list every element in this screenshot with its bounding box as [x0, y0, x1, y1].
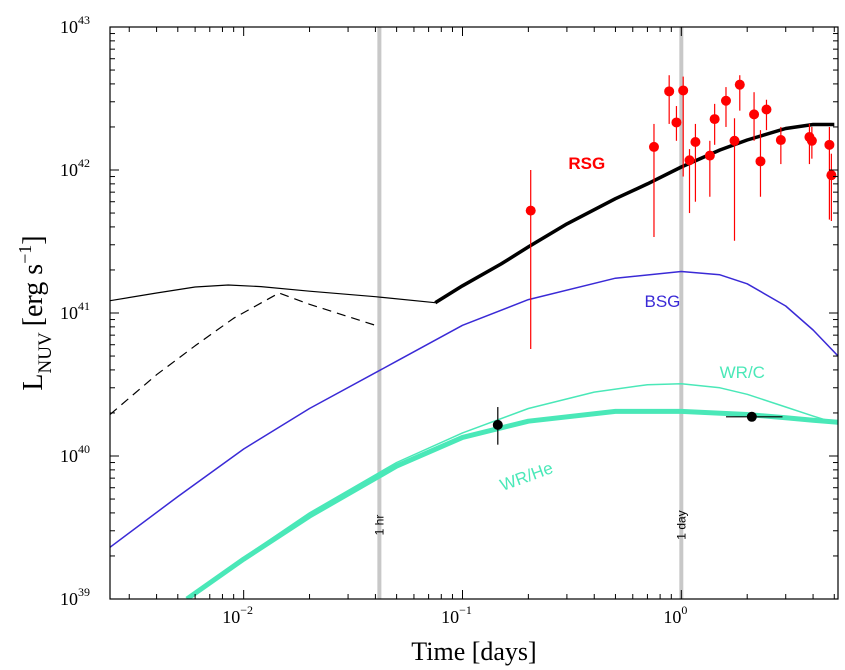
x-tick-label: 10−1	[441, 603, 472, 627]
red-marker	[755, 156, 766, 167]
red-marker	[704, 150, 715, 161]
series-layer	[110, 122, 838, 599]
red-marker	[824, 139, 835, 150]
red-data-point	[720, 87, 731, 127]
series-line-wr-c	[186, 383, 838, 599]
y-axis-title-unit-close: ]	[18, 235, 49, 244]
red-marker	[761, 104, 772, 115]
red-data-point	[749, 92, 760, 141]
red-data-point	[678, 76, 689, 177]
y-axis-title-unit-exp: −1	[15, 245, 35, 264]
marker-label-1-day: 1 day	[674, 510, 688, 539]
black-marker	[492, 419, 503, 430]
axis-ticks: 10−2 10−1 100 1039 1040 1041 1042 1043	[60, 13, 838, 627]
red-data-point	[709, 103, 720, 145]
red-data-point	[704, 140, 715, 197]
series-line-rsg	[434, 122, 835, 305]
y-tick-label: 1041	[60, 299, 90, 323]
red-marker	[806, 135, 817, 146]
curve-label-wr-c: WR/C	[720, 363, 765, 382]
curve-label-rsg: RSG	[568, 154, 605, 173]
y-axis-title: LNUV [erg s−1]	[15, 235, 56, 390]
y-axis-title-unit: [erg s	[18, 264, 49, 326]
y-tick-label: 1040	[60, 442, 90, 466]
red-data-point	[664, 75, 675, 124]
red-marker	[684, 155, 695, 166]
series-line-bsg	[110, 270, 838, 548]
data-points-layer	[492, 75, 837, 445]
red-marker	[720, 95, 731, 106]
red-marker	[729, 135, 740, 146]
red-data-point	[761, 99, 772, 131]
red-marker	[826, 170, 837, 181]
red-data-point	[806, 126, 817, 159]
red-data-point	[690, 123, 701, 202]
red-marker	[664, 86, 675, 97]
red-marker	[734, 79, 745, 90]
red-data-point	[729, 118, 740, 241]
curve-label-bsg: BSG	[645, 292, 681, 311]
marker-label-1-hr: 1 hr	[372, 515, 386, 536]
red-marker	[709, 114, 720, 125]
red-marker	[690, 136, 701, 147]
x-axis-title: Time [days]	[411, 637, 536, 666]
y-axis-title-sub: NUV	[35, 332, 56, 373]
black-marker	[746, 411, 757, 422]
black-data-point	[492, 407, 503, 445]
plot-area	[110, 27, 838, 599]
red-data-point	[525, 170, 536, 350]
red-marker	[749, 109, 760, 120]
red-data-point	[671, 106, 682, 141]
red-data-point	[775, 126, 786, 165]
red-data-point	[684, 149, 695, 214]
red-marker	[648, 141, 659, 152]
red-marker	[775, 135, 786, 146]
series-line-unlabeled-2	[110, 292, 376, 415]
y-tick-label: 1043	[60, 13, 90, 37]
y-tick-label: 1039	[60, 585, 90, 609]
y-axis-title-main: L	[18, 374, 49, 391]
red-marker	[671, 117, 682, 128]
red-data-point	[755, 130, 766, 197]
black-data-point	[725, 411, 783, 422]
red-data-point	[734, 75, 745, 111]
red-marker	[678, 85, 689, 96]
red-marker	[525, 205, 536, 216]
red-data-point	[826, 153, 837, 221]
x-tick-label: 100	[663, 603, 687, 627]
x-tick-label: 10−2	[222, 603, 253, 627]
y-tick-label: 1042	[60, 156, 90, 180]
series-line-unlabeled-1	[110, 284, 436, 304]
series-line-wr-he	[185, 408, 838, 599]
red-data-point	[648, 123, 659, 237]
